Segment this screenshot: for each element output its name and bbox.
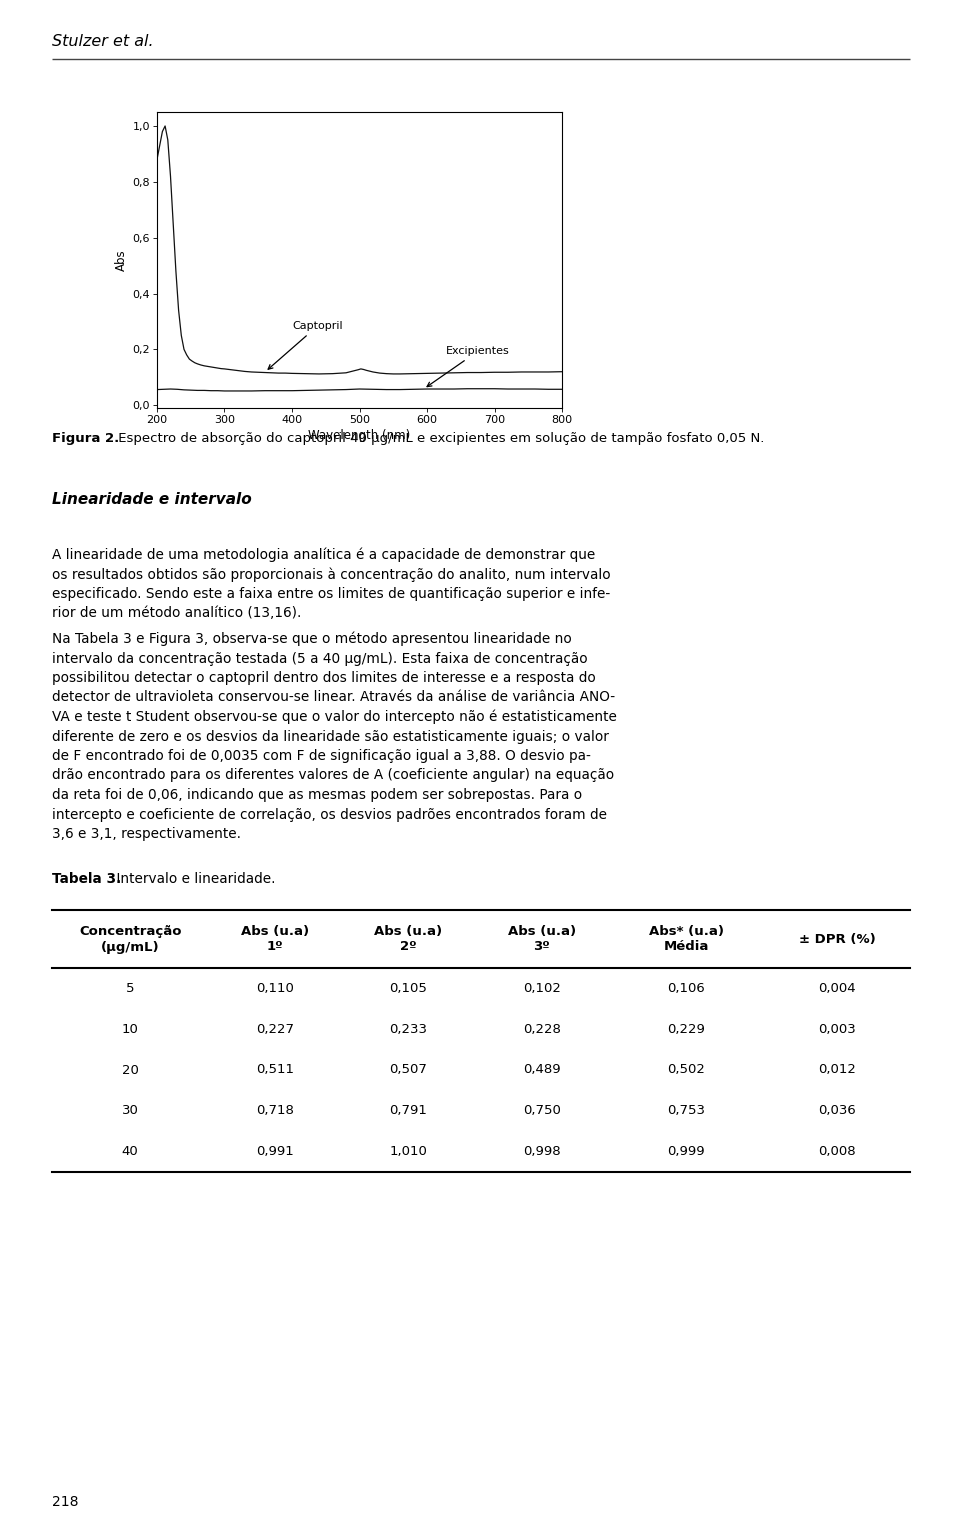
Text: 0,991: 0,991 <box>256 1145 294 1158</box>
Text: rior de um método analítico (13,16).: rior de um método analítico (13,16). <box>52 607 301 620</box>
Text: Excipientes: Excipientes <box>427 346 510 387</box>
Text: 0,750: 0,750 <box>522 1105 561 1117</box>
Text: 30: 30 <box>122 1105 138 1117</box>
Text: os resultados obtidos são proporcionais à concentração do analito, num intervalo: os resultados obtidos são proporcionais … <box>52 567 611 582</box>
Text: ± DPR (%): ± DPR (%) <box>799 933 876 945</box>
Text: 0,008: 0,008 <box>819 1145 856 1158</box>
Text: 0,791: 0,791 <box>390 1105 427 1117</box>
Text: 0,718: 0,718 <box>256 1105 294 1117</box>
Text: A linearidade de uma metodologia analítica é a capacidade de demonstrar que: A linearidade de uma metodologia analíti… <box>52 549 595 562</box>
Text: diferente de zero e os desvios da linearidade são estatisticamente iguais; o val: diferente de zero e os desvios da linear… <box>52 730 609 744</box>
Text: 1,010: 1,010 <box>390 1145 427 1158</box>
Text: Linearidade e intervalo: Linearidade e intervalo <box>52 492 252 507</box>
Text: 0,999: 0,999 <box>667 1145 706 1158</box>
Text: possibilitou detectar o captopril dentro dos limites de interesse e a resposta d: possibilitou detectar o captopril dentro… <box>52 671 596 684</box>
Text: 0,489: 0,489 <box>523 1064 561 1076</box>
Text: 20: 20 <box>122 1064 138 1076</box>
Text: 0,003: 0,003 <box>819 1023 856 1036</box>
Text: Stulzer et al.: Stulzer et al. <box>52 34 154 49</box>
Text: intervalo da concentração testada (5 a 40 μg/mL). Esta faixa de concentração: intervalo da concentração testada (5 a 4… <box>52 651 588 666</box>
Text: 40: 40 <box>122 1145 138 1158</box>
Text: 0,753: 0,753 <box>667 1105 706 1117</box>
Text: VA e teste t Student observou-se que o valor do intercepto não é estatisticament: VA e teste t Student observou-se que o v… <box>52 710 617 724</box>
Text: detector de ultravioleta conservou-se linear. Através da análise de variância AN: detector de ultravioleta conservou-se li… <box>52 690 615 704</box>
Text: Tabela 3.: Tabela 3. <box>52 872 121 885</box>
Text: 0,502: 0,502 <box>667 1064 706 1076</box>
Text: Abs* (u.a)
Média: Abs* (u.a) Média <box>649 925 724 954</box>
Text: Captopril: Captopril <box>268 322 343 369</box>
Text: 0,105: 0,105 <box>390 981 427 995</box>
Text: da reta foi de 0,06, indicando que as mesmas podem ser sobrepostas. Para o: da reta foi de 0,06, indicando que as me… <box>52 788 582 802</box>
Text: intercepto e coeficiente de correlação, os desvios padrões encontrados foram de: intercepto e coeficiente de correlação, … <box>52 808 607 821</box>
Text: 5: 5 <box>126 981 134 995</box>
Text: 0,229: 0,229 <box>667 1023 706 1036</box>
Text: 0,110: 0,110 <box>256 981 294 995</box>
Text: 0,106: 0,106 <box>667 981 706 995</box>
X-axis label: Wavelength (nm): Wavelength (nm) <box>308 430 411 442</box>
Text: 0,004: 0,004 <box>819 981 856 995</box>
Text: Intervalo e linearidade.: Intervalo e linearidade. <box>112 872 276 885</box>
Text: drão encontrado para os diferentes valores de A (coeficiente angular) na equação: drão encontrado para os diferentes valor… <box>52 768 614 782</box>
Text: 0,036: 0,036 <box>819 1105 856 1117</box>
Text: de F encontrado foi de 0,0035 com F de significação igual a 3,88. O desvio pa-: de F encontrado foi de 0,0035 com F de s… <box>52 748 590 764</box>
Text: 218: 218 <box>52 1495 79 1509</box>
Text: 10: 10 <box>122 1023 138 1036</box>
Text: Abs (u.a)
2º: Abs (u.a) 2º <box>374 925 443 954</box>
Text: Abs (u.a)
3º: Abs (u.a) 3º <box>508 925 576 954</box>
Text: Espectro de absorção do captopril 40 μg/mL e excipientes em solução de tampão fo: Espectro de absorção do captopril 40 μg/… <box>114 431 764 445</box>
Text: 0,227: 0,227 <box>256 1023 294 1036</box>
Text: 0,012: 0,012 <box>818 1064 856 1076</box>
Text: 0,507: 0,507 <box>390 1064 427 1076</box>
Text: especificado. Sendo este a faixa entre os limites de quantificação superior e in: especificado. Sendo este a faixa entre o… <box>52 587 611 600</box>
Y-axis label: Abs: Abs <box>115 250 129 271</box>
Text: Concentração
(μg/mL): Concentração (μg/mL) <box>79 925 181 954</box>
Text: Abs (u.a)
1º: Abs (u.a) 1º <box>241 925 309 954</box>
Text: 0,511: 0,511 <box>256 1064 294 1076</box>
Text: 0,998: 0,998 <box>523 1145 561 1158</box>
Text: 0,228: 0,228 <box>522 1023 561 1036</box>
Text: 3,6 e 3,1, respectivamente.: 3,6 e 3,1, respectivamente. <box>52 828 241 841</box>
Text: Na Tabela 3 e Figura 3, observa-se que o método apresentou linearidade no: Na Tabela 3 e Figura 3, observa-se que o… <box>52 632 572 646</box>
Text: Figura 2.: Figura 2. <box>52 431 119 445</box>
Text: 0,233: 0,233 <box>390 1023 427 1036</box>
Text: 0,102: 0,102 <box>522 981 561 995</box>
